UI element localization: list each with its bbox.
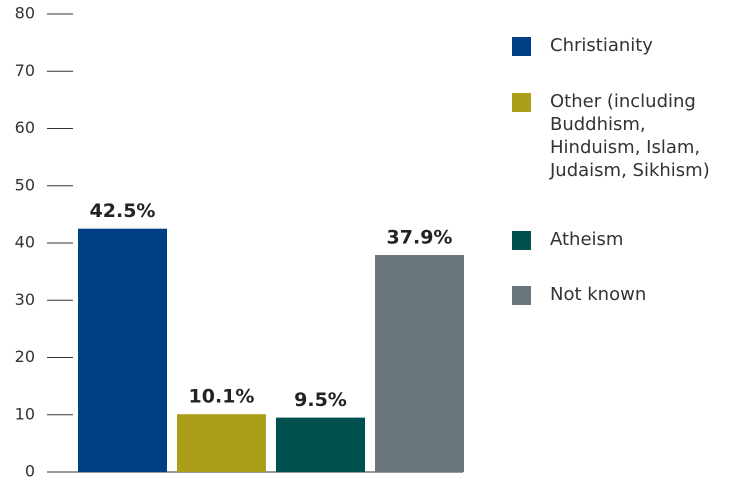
legend-label: Not known — [550, 284, 647, 305]
legend-label: Other (including Buddhism, Hinduism, Isl… — [550, 91, 710, 181]
bar — [375, 255, 464, 472]
y-tick-label: 20 — [15, 347, 35, 366]
bar — [177, 414, 266, 472]
bar — [276, 417, 365, 472]
y-tick-label: 70 — [15, 61, 35, 80]
legend-label: Christianity — [550, 35, 653, 56]
y-tick-label: 40 — [15, 233, 35, 252]
value-label: 9.5% — [294, 389, 347, 411]
value-label: 37.9% — [387, 227, 453, 249]
y-tick-label: 10 — [15, 404, 35, 423]
legend-label: Atheism — [550, 229, 624, 250]
legend-swatch — [512, 231, 531, 250]
y-tick-label: 50 — [15, 175, 35, 194]
bar — [78, 228, 167, 472]
y-tick-label: 30 — [15, 290, 35, 309]
legend-item: Other (including Buddhism, Hinduism, Isl… — [512, 90, 730, 182]
y-tick-label: 80 — [15, 4, 35, 23]
legend-item: Christianity — [512, 34, 730, 57]
y-tick-label: 60 — [15, 118, 35, 137]
legend-item: Not known — [512, 283, 730, 306]
legend-swatch — [512, 286, 531, 305]
value-label: 42.5% — [90, 200, 156, 222]
value-label: 10.1% — [189, 386, 255, 408]
y-tick-label: 0 — [25, 462, 35, 479]
legend-item: Atheism — [512, 228, 730, 251]
legend-swatch — [512, 93, 531, 112]
legend-swatch — [512, 37, 531, 56]
